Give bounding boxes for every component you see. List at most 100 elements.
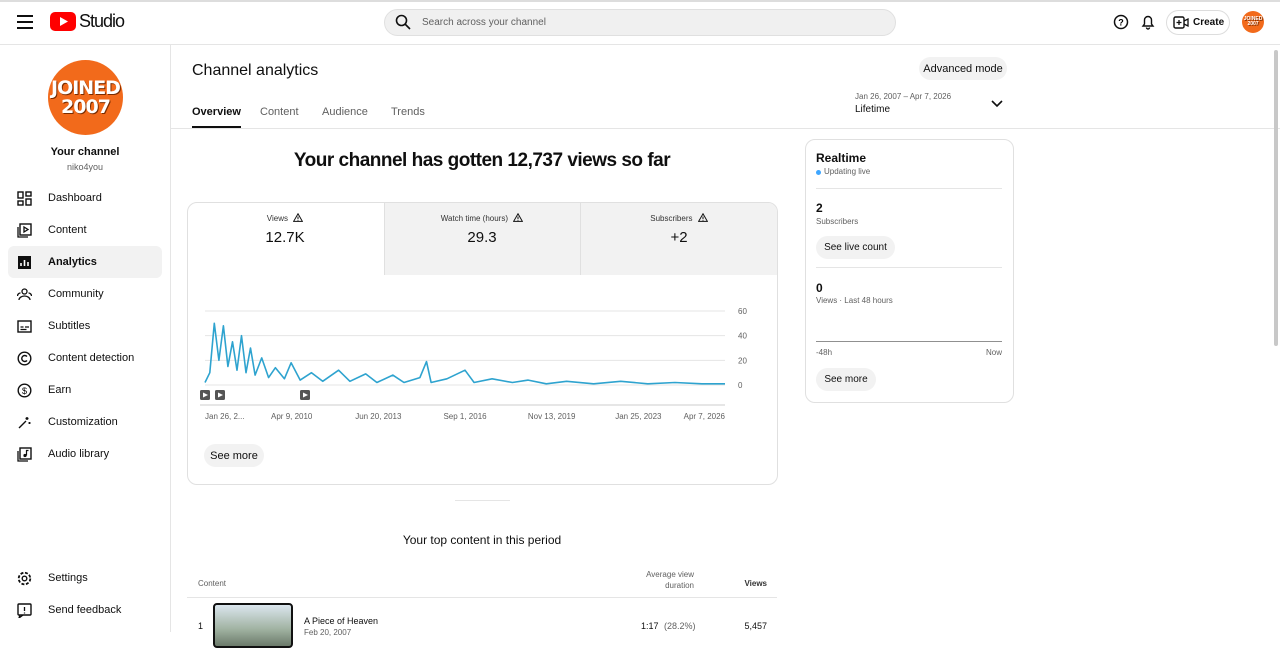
nav-label: Settings: [48, 572, 88, 584]
realtime-range-end: Now: [986, 348, 1003, 357]
nav-item[interactable]: Settings: [8, 562, 162, 594]
date-preset[interactable]: Lifetime: [855, 104, 891, 115]
row-percent: (28.2%): [664, 621, 696, 631]
realtime-views-value: 0: [816, 281, 823, 295]
nav-label: Dashboard: [48, 192, 102, 204]
overview-card: [187, 202, 778, 485]
avatar-text: 2007: [61, 95, 111, 118]
table-border: [187, 597, 777, 598]
y-tick-label: 60: [738, 307, 747, 316]
metric-value: 29.3: [467, 229, 497, 246]
tab[interactable]: Content: [260, 106, 299, 118]
realtime-subscribers-label: Subscribers: [816, 217, 859, 226]
nav-item[interactable]: Community: [8, 278, 162, 310]
realtime-axis: [816, 341, 1002, 342]
live-dot: [816, 170, 821, 175]
nav-item[interactable]: Analytics: [8, 246, 162, 278]
channel-title: Your channel: [50, 146, 120, 158]
nav-icon: [17, 222, 32, 238]
date-dropdown-icon[interactable]: [991, 100, 1003, 108]
realtime-status: Updating live: [824, 167, 871, 176]
search-box[interactable]: [384, 9, 896, 36]
sidebar-border: [170, 45, 171, 632]
create-label: Create: [1193, 17, 1225, 28]
create-button[interactable]: [1166, 10, 1230, 35]
youtube-logo[interactable]: [50, 12, 76, 31]
x-tick-label: Apr 7, 2026: [684, 412, 726, 421]
row-rank: 1: [198, 621, 204, 631]
help-icon[interactable]: ?: [1113, 14, 1129, 30]
nav-icon: [17, 602, 32, 618]
search-icon: [395, 14, 411, 30]
tab[interactable]: Overview: [192, 106, 241, 128]
nav-label: Customization: [48, 416, 118, 428]
nav-label: Earn: [48, 384, 72, 396]
nav-label: Send feedback: [48, 604, 122, 616]
metric-label[interactable]: Views: [195, 212, 375, 223]
nav-item[interactable]: Customization: [8, 406, 162, 438]
nav-item[interactable]: Content: [8, 214, 162, 246]
page-title: Channel analytics: [192, 62, 319, 79]
see-live-count-button[interactable]: See live count: [816, 236, 895, 259]
advanced-mode-button[interactable]: Advanced mode: [919, 57, 1007, 80]
nav-label: Content: [48, 224, 87, 236]
realtime-views-label: Views · Last 48 hours: [816, 296, 893, 305]
scrollbar[interactable]: [1274, 50, 1278, 346]
divider: [816, 267, 1002, 268]
top-edge: [0, 0, 1280, 2]
realtime-see-more-button[interactable]: See more: [816, 368, 876, 391]
y-tick-label: 0: [738, 381, 743, 390]
nav-item[interactable]: $ Earn: [8, 374, 162, 406]
nav-icon: [17, 190, 32, 206]
y-tick-label: 20: [738, 356, 747, 365]
row-title[interactable]: A Piece of Heaven: [304, 616, 379, 626]
top-content-title: Your top content in this period: [402, 533, 562, 547]
tab[interactable]: Audience: [322, 106, 368, 118]
headline: Your channel has gotten 12,737 views so …: [293, 150, 671, 171]
warning-icon: [697, 212, 709, 222]
row-date: Feb 20, 2007: [304, 628, 352, 637]
nav-icon: [17, 571, 32, 585]
nav-item[interactable]: Audio library: [8, 438, 162, 470]
realtime-subscribers-value: 2: [816, 201, 823, 215]
see-more-button[interactable]: See more: [204, 444, 264, 467]
x-tick-label: Jun 20, 2013: [355, 412, 402, 421]
x-tick-label: Sep 1, 2016: [443, 412, 487, 421]
nav-icon: [17, 446, 32, 462]
channel-avatar[interactable]: JOINED 2007: [48, 60, 123, 135]
channel-handle: niko4you: [66, 162, 104, 172]
nav-icon: [18, 255, 31, 269]
video-thumbnail[interactable]: [213, 603, 293, 648]
date-range: Jan 26, 2007 – Apr 7, 2026: [855, 92, 952, 101]
nav-item[interactable]: Subtitles: [8, 310, 162, 342]
realtime-card: [805, 139, 1014, 403]
row-views: 5,457: [744, 621, 767, 631]
tab[interactable]: Trends: [391, 106, 425, 118]
avatar-text: JOINED: [1243, 16, 1263, 22]
metric-label[interactable]: Subscribers: [589, 212, 769, 223]
warning-icon: [292, 212, 304, 222]
event-marker-icon: [218, 392, 223, 398]
x-tick-label: Nov 13, 2019: [528, 412, 576, 421]
avatar-text: 2007: [1247, 21, 1259, 27]
tabs-border: [171, 128, 1280, 129]
metric-label[interactable]: Watch time (hours): [392, 212, 572, 223]
nav-item[interactable]: Dashboard: [8, 182, 162, 214]
account-avatar[interactable]: JOINED 2007: [1242, 11, 1264, 33]
nav-item[interactable]: Send feedback: [8, 594, 162, 626]
nav-item[interactable]: Content detection: [8, 342, 162, 374]
menu-icon[interactable]: [16, 14, 34, 30]
nav-icon: [18, 416, 31, 428]
studio-logo-text[interactable]: Studio: [79, 11, 125, 31]
nav-icon: [17, 287, 32, 300]
svg-text:$: $: [22, 386, 27, 396]
notifications-icon[interactable]: [1141, 14, 1155, 30]
avatar-text: JOINED: [51, 76, 121, 99]
row-duration: 1:17: [641, 621, 659, 631]
nav-label: Community: [48, 288, 104, 300]
search-placeholder: Search across your channel: [422, 17, 546, 28]
nav-label: Content detection: [48, 352, 135, 364]
x-tick-label: Jan 25, 2023: [615, 412, 662, 421]
col-views: Views: [744, 579, 767, 588]
nav-label: Audio library: [48, 448, 110, 460]
